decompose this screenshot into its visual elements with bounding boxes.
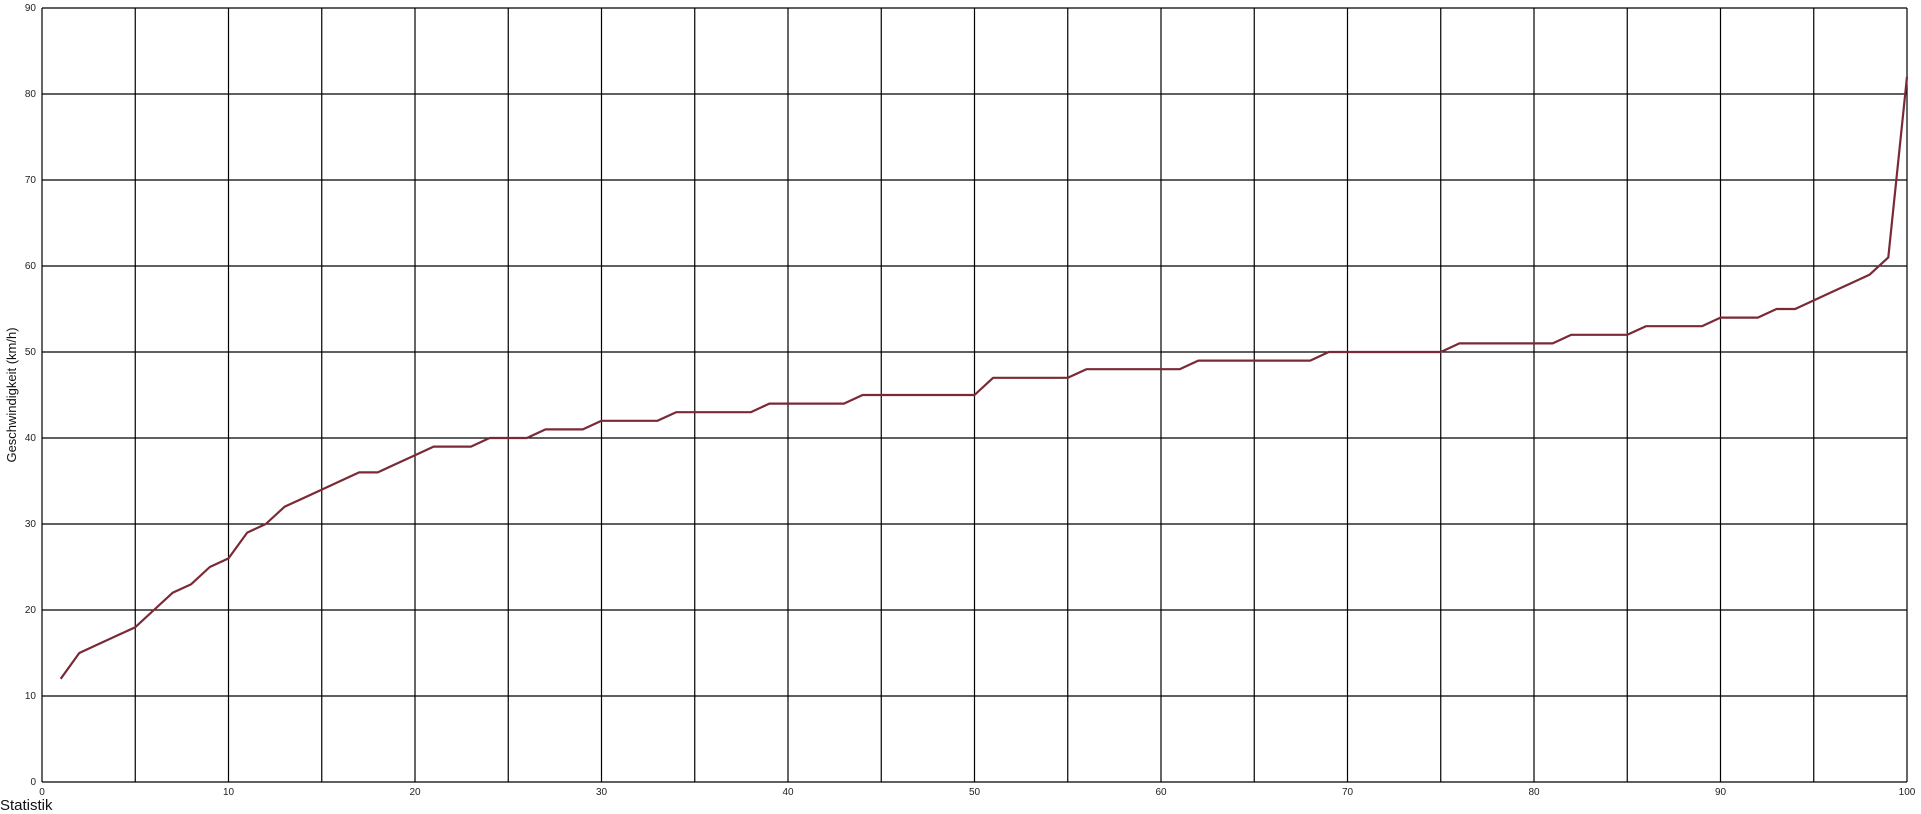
y-tick-label: 90 <box>25 3 37 14</box>
x-tick-label: 20 <box>409 787 421 798</box>
y-axis-title: Geschwindigkeit (km/h) <box>4 327 19 462</box>
footer-text: Statistik <box>0 797 53 814</box>
y-axis-ticks: 0 10 20 30 40 50 60 70 80 90 <box>25 3 37 788</box>
x-tick-label: 30 <box>596 787 608 798</box>
x-tick-label: 100 <box>1899 787 1916 798</box>
y-tick-label: 80 <box>25 89 37 100</box>
y-tick-label: 20 <box>25 605 37 616</box>
y-tick-label: 10 <box>25 691 37 702</box>
y-tick-label: 0 <box>30 777 36 788</box>
x-tick-label: 70 <box>1342 787 1354 798</box>
x-tick-label: 0 <box>39 787 45 798</box>
y-tick-label: 70 <box>25 175 37 186</box>
x-tick-label: 80 <box>1528 787 1540 798</box>
y-tick-label: 40 <box>25 433 37 444</box>
grid <box>41 7 1908 783</box>
x-axis-ticks: 0 10 20 30 40 50 60 70 80 90 100 <box>39 787 1916 798</box>
x-tick-label: 60 <box>1155 787 1167 798</box>
y-tick-label: 60 <box>25 261 37 272</box>
y-tick-label: 50 <box>25 347 37 358</box>
x-tick-label: 50 <box>969 787 981 798</box>
x-tick-label: 90 <box>1715 787 1727 798</box>
y-tick-label: 30 <box>25 519 37 530</box>
series-line <box>59 76 1909 680</box>
x-tick-label: 40 <box>782 787 794 798</box>
series-group <box>59 76 1909 680</box>
x-tick-label: 10 <box>223 787 235 798</box>
